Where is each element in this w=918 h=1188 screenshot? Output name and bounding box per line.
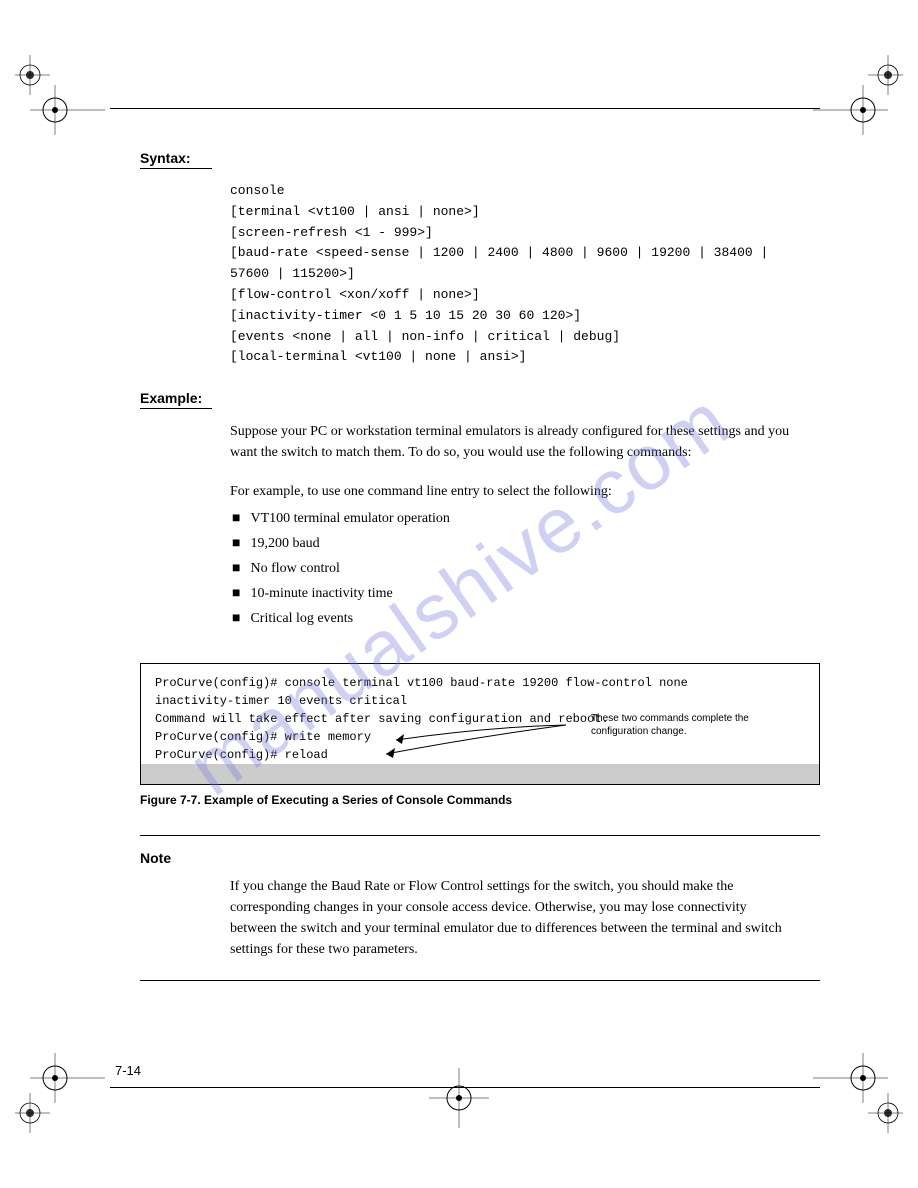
example-intro: For example, to use one command line ent… — [230, 481, 790, 502]
syntax-line: [flow-control <xon/xoff | none>] — [230, 285, 790, 306]
list-item: ■ 19,200 baud — [230, 533, 790, 554]
terminal-line: ProCurve(config)# console terminal vt100… — [155, 674, 805, 692]
syntax-line: [events <none | all | non-info | critica… — [230, 327, 790, 348]
bullet-icon: ■ — [232, 583, 240, 604]
bottom-horizontal-rule — [110, 1087, 820, 1088]
terminal-line: inactivity-timer 10 events critical — [155, 692, 805, 710]
syntax-header: Syntax: — [140, 150, 790, 169]
main-content: Syntax: console [terminal <vt100 | ansi … — [140, 150, 790, 981]
list-item: ■ No flow control — [230, 558, 790, 579]
terminal-figure: ProCurve(config)# console terminal vt100… — [140, 663, 820, 785]
syntax-block: console [terminal <vt100 | ansi | none>]… — [230, 181, 790, 368]
example-header: Example: — [140, 390, 790, 409]
bullet-icon: ■ — [232, 608, 240, 629]
gray-bar — [141, 764, 819, 784]
bullet-text: No flow control — [250, 558, 339, 579]
syntax-line: [inactivity-timer <0 1 5 10 15 20 30 60 … — [230, 306, 790, 327]
crop-mark-icon — [15, 45, 105, 135]
bullet-list: ■ VT100 terminal emulator operation ■ 19,2… — [230, 508, 790, 629]
syntax-line: [terminal <vt100 | ansi | none>] — [230, 202, 790, 223]
syntax-line: [baud-rate <speed-sense | 1200 | 2400 | … — [230, 243, 790, 285]
crop-mark-icon — [15, 1053, 105, 1143]
syntax-line: [screen-refresh <1 - 999>] — [230, 223, 790, 244]
figure-annotation: These two commands complete the configur… — [591, 712, 771, 738]
crop-mark-icon — [414, 1053, 504, 1143]
bullet-icon: ■ — [232, 508, 240, 529]
terminal-line: ProCurve(config)# reload — [155, 746, 805, 764]
list-item: ■ 10-minute inactivity time — [230, 583, 790, 604]
bullet-text: Critical log events — [250, 608, 353, 629]
example-text-1: Suppose your PC or workstation terminal … — [230, 424, 789, 460]
list-item: ■ Critical log events — [230, 608, 790, 629]
example-text: Suppose your PC or workstation terminal … — [230, 421, 790, 463]
crop-mark-icon — [813, 1053, 903, 1143]
example-label: Example: — [140, 390, 212, 409]
list-item: ■ VT100 terminal emulator operation — [230, 508, 790, 529]
page-number: 7-14 — [115, 1063, 141, 1078]
syntax-label: Syntax: — [140, 150, 212, 169]
note-label: Note — [140, 850, 188, 868]
syntax-line: console — [230, 181, 790, 202]
crop-mark-icon — [813, 45, 903, 135]
bullet-icon: ■ — [232, 533, 240, 554]
top-horizontal-rule — [110, 108, 820, 109]
note-header: Note — [140, 850, 790, 868]
syntax-line: [local-terminal <vt100 | none | ansi>] — [230, 347, 790, 368]
bullet-icon: ■ — [232, 558, 240, 579]
bullet-text: 19,200 baud — [250, 533, 319, 554]
bullet-text: 10-minute inactivity time — [250, 583, 392, 604]
note-body: If you change the Baud Rate or Flow Cont… — [230, 876, 790, 960]
note-bottom-rule — [140, 980, 820, 981]
bullet-text: VT100 terminal emulator operation — [250, 508, 449, 529]
note-top-rule — [140, 835, 820, 836]
figure-caption: Figure 7-7. Example of Executing a Serie… — [140, 793, 790, 807]
